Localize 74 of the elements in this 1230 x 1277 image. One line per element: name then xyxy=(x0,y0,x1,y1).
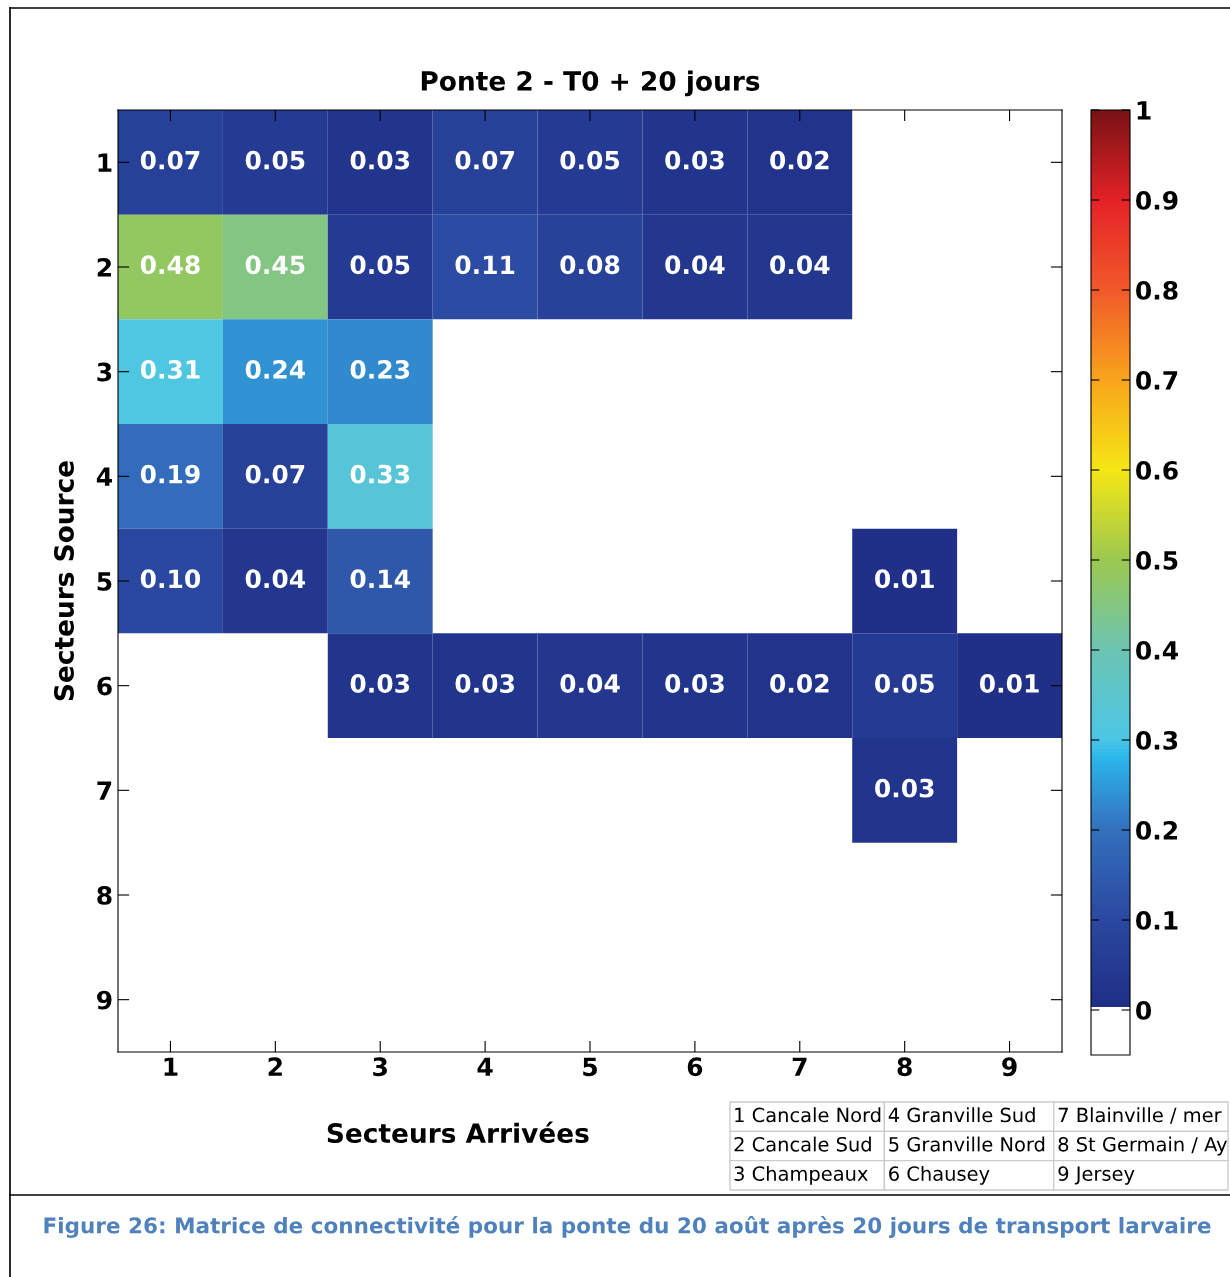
data-label: 0.11 xyxy=(455,255,515,275)
text: 7 Blainville / mer xyxy=(1058,1107,1222,1124)
x-tick-label: 2 xyxy=(268,1057,282,1076)
color-bar-label: 1 xyxy=(1137,101,1151,120)
data-label: 0.07 xyxy=(245,464,305,484)
x-tick-label: 6 xyxy=(687,1057,703,1077)
y-tick-label: 6 xyxy=(97,676,112,696)
data-label: 0.48 xyxy=(140,255,200,275)
data-label: 0.02 xyxy=(770,150,829,170)
data-label: 0.23 xyxy=(350,360,410,379)
data-label: 0.03 xyxy=(455,674,514,693)
color-bar-label: 0.7 xyxy=(1136,370,1178,390)
caption: Figure 26: Matrice de connectivité pour la ponte du 20 août après 20 jours de transport larvaire xyxy=(44,1216,1211,1238)
x-tick-label: 8 xyxy=(897,1057,912,1077)
data-label: 0.07 xyxy=(140,150,200,170)
data-label: 0.04 xyxy=(770,255,830,275)
y-tick-label: 8 xyxy=(97,885,112,905)
data-label: 0.05 xyxy=(560,150,620,170)
x-tick-label: 1 xyxy=(164,1057,178,1076)
data-label: 0.05 xyxy=(350,255,410,275)
data-label: 0.05 xyxy=(875,674,934,693)
data-label: 0.03 xyxy=(350,674,410,693)
data-label: 0.03 xyxy=(665,674,724,693)
data-label: 0.03 xyxy=(875,778,934,798)
data-label: 0.04 xyxy=(665,255,725,275)
text: 8 St Germain / Ay xyxy=(1058,1136,1227,1156)
y-axis-title: Secteurs Source xyxy=(54,461,74,701)
data-label: 0.19 xyxy=(140,464,200,484)
color-bar-label: 0.8 xyxy=(1136,280,1178,300)
data-label: 0.03 xyxy=(350,150,410,170)
data-label: 0.03 xyxy=(665,150,724,170)
color-bar-label: 0.4 xyxy=(1136,640,1178,660)
color-bar-label: 0.6 xyxy=(1136,460,1178,480)
x-axis-title: Secteurs Arrivées xyxy=(327,1121,589,1144)
data-label: 0.33 xyxy=(350,464,410,484)
text: 2 Cancale Sud xyxy=(734,1136,871,1152)
data-label: 0.07 xyxy=(455,150,514,170)
data-label: 0.24 xyxy=(245,360,306,379)
data-label: 0.01 xyxy=(875,569,934,589)
data-label: 0.05 xyxy=(245,150,305,170)
color-bar-label: 0.2 xyxy=(1136,820,1177,840)
chart-title: Ponte 2 - T0 + 20 jours xyxy=(421,70,760,97)
text: 5 Granville Nord xyxy=(889,1136,1045,1152)
data-label: 0.04 xyxy=(245,569,306,589)
y-tick-label: 7 xyxy=(97,781,112,800)
y-tick-label: 5 xyxy=(97,572,112,591)
y-tick-label: 1 xyxy=(98,153,112,172)
data-label: 0.04 xyxy=(560,674,620,693)
y-tick-label: 9 xyxy=(97,990,112,1010)
x-tick-label: 5 xyxy=(583,1057,597,1077)
data-label: 0.08 xyxy=(560,255,620,275)
color-bar-label: 0.1 xyxy=(1136,910,1178,930)
text: 9 Jersey xyxy=(1058,1166,1135,1185)
text: 1 Cancale Nord xyxy=(735,1107,881,1123)
text: 3 Champeaux xyxy=(734,1165,868,1185)
y-tick-label: 2 xyxy=(97,257,111,277)
x-tick-label: 9 xyxy=(1002,1057,1017,1077)
data-label: 0.10 xyxy=(140,569,201,589)
text: 4 Granville Sud xyxy=(888,1107,1035,1123)
x-tick-label: 3 xyxy=(373,1057,387,1077)
x-tick-label: 7 xyxy=(792,1057,807,1076)
data-label: 0.31 xyxy=(140,360,200,379)
color-bar-label: 0 xyxy=(1136,1000,1152,1020)
y-tick-label: 4 xyxy=(96,467,112,486)
color-bar-label: 0.5 xyxy=(1136,550,1178,570)
data-label: 0.01 xyxy=(979,674,1039,693)
data-label: 0.45 xyxy=(245,255,305,275)
color-bar-label: 0.3 xyxy=(1136,730,1178,750)
data-label: 0.02 xyxy=(770,674,829,693)
text: 6 Chausey xyxy=(889,1165,990,1185)
y-tick-label: 3 xyxy=(97,362,112,382)
x-tick-label: 4 xyxy=(477,1057,493,1076)
color-bar-label: 0.9 xyxy=(1136,190,1178,210)
data-label: 0.14 xyxy=(350,569,410,589)
